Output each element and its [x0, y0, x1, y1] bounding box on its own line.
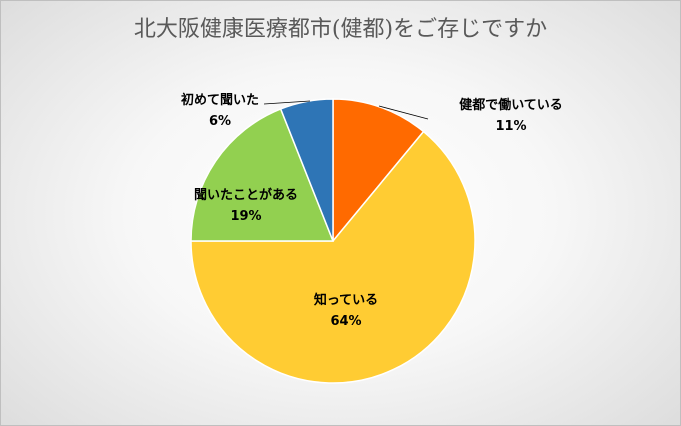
pie-slice-3 — [190, 107, 335, 242]
slice-label-4: 初めて聞いた — [181, 92, 259, 108]
slice-value-3: 19% — [230, 209, 261, 224]
slice-value-2: 64% — [330, 314, 361, 329]
slice-label-2: 知っている — [314, 292, 378, 308]
leader-line-1 — [378, 105, 429, 120]
slice-label-3: 聞いたことがある — [194, 187, 298, 203]
slice-label-1: 健都で働いている — [459, 97, 563, 113]
slice-value-4: 6% — [209, 114, 231, 129]
pie-slice-1 — [332, 98, 425, 244]
pie-slice-2 — [190, 130, 476, 384]
leader-line-4 — [263, 100, 311, 105]
chart-title: 北大阪健康医療都市(健都)をご存じですか — [133, 17, 548, 42]
slice-value-1: 11% — [495, 119, 526, 134]
